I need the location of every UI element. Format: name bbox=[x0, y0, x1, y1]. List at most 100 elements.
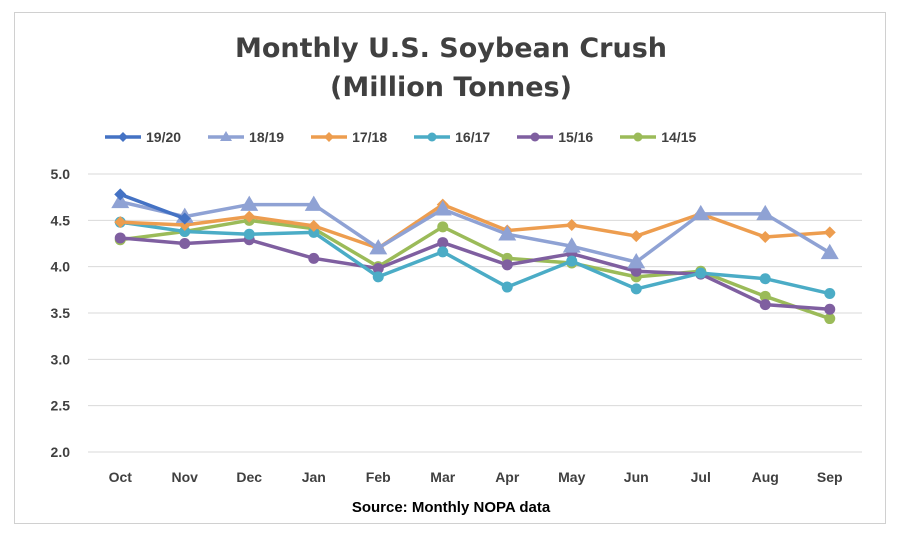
series-line-19-20 bbox=[118, 192, 187, 221]
legend-label: 14/15 bbox=[661, 129, 697, 145]
x-tick-label: Sep bbox=[817, 469, 843, 485]
data-point-14-15 bbox=[824, 313, 836, 325]
x-tick-label: Apr bbox=[495, 469, 520, 485]
x-tick-label: Oct bbox=[109, 469, 133, 485]
data-point-18-19 bbox=[369, 239, 388, 255]
x-tick-label: Nov bbox=[172, 469, 199, 485]
y-tick-label: 5.0 bbox=[51, 166, 71, 182]
series-line-16-17 bbox=[118, 220, 832, 296]
x-tick-label: Dec bbox=[236, 469, 262, 485]
data-point-18-19 bbox=[433, 200, 452, 216]
data-point-18-19 bbox=[820, 243, 839, 260]
y-tick-label: 4.5 bbox=[51, 212, 71, 228]
data-point-15-16 bbox=[179, 238, 191, 249]
chart-legend: 19/20 18/19 17/18 16/17 15/16 14/15 bbox=[104, 126, 722, 148]
x-tick-label: Feb bbox=[366, 469, 391, 485]
legend-marker bbox=[118, 132, 128, 142]
legend-item: 19/20 bbox=[104, 129, 181, 145]
legend-marker bbox=[633, 132, 643, 142]
series-18-19 bbox=[111, 192, 839, 269]
series-line-15-16 bbox=[118, 236, 832, 312]
legend-item: 16/17 bbox=[413, 129, 490, 145]
data-point-17-18 bbox=[630, 230, 643, 243]
data-point-18-19 bbox=[498, 225, 517, 241]
x-tick-label: Jun bbox=[624, 469, 649, 485]
data-point-17-18 bbox=[823, 226, 836, 239]
data-point-16-17 bbox=[372, 271, 384, 283]
data-point-17-18 bbox=[243, 210, 256, 223]
data-point-19-20 bbox=[178, 212, 191, 225]
series-15-16 bbox=[114, 232, 836, 315]
legend-swatch bbox=[311, 132, 348, 142]
data-point-18-19 bbox=[691, 204, 710, 221]
legend-item: 17/18 bbox=[310, 129, 387, 145]
x-tick-label: May bbox=[558, 469, 585, 485]
y-tick-label: 4.0 bbox=[51, 259, 71, 275]
x-tick-label: Aug bbox=[752, 469, 779, 485]
x-tick-label: Mar bbox=[430, 469, 455, 485]
data-point-16-17 bbox=[501, 281, 513, 293]
data-point-14-15 bbox=[437, 221, 449, 233]
x-tick-label: Jul bbox=[691, 469, 711, 485]
data-point-15-16 bbox=[759, 299, 771, 311]
legend-label: 16/17 bbox=[455, 129, 491, 145]
legend-label: 18/19 bbox=[249, 129, 285, 145]
data-point-17-18 bbox=[565, 218, 578, 231]
data-point-15-16 bbox=[372, 263, 384, 275]
data-point-17-18 bbox=[114, 216, 127, 229]
chart-title-line2: (Million Tonnes) bbox=[330, 72, 572, 103]
data-point-18-19 bbox=[756, 204, 775, 221]
y-tick-label: 2.0 bbox=[51, 444, 71, 460]
chart-title-line1: Monthly U.S. Soybean Crush bbox=[234, 33, 668, 64]
legend-item: 14/15 bbox=[619, 129, 696, 145]
data-point-14-15 bbox=[759, 290, 771, 302]
data-point-16-17 bbox=[566, 255, 578, 267]
legend-marker bbox=[220, 131, 233, 141]
legend-swatch bbox=[517, 132, 554, 142]
data-point-16-17 bbox=[243, 228, 255, 240]
series-19-20 bbox=[114, 188, 191, 225]
y-tick-label: 3.5 bbox=[51, 305, 71, 321]
legend-item: 15/16 bbox=[516, 129, 593, 145]
data-point-16-17 bbox=[695, 267, 707, 279]
legend-label: 17/18 bbox=[352, 129, 388, 145]
legend-item: 18/19 bbox=[207, 129, 284, 145]
legend-label: 19/20 bbox=[146, 129, 182, 145]
data-point-18-19 bbox=[240, 195, 259, 211]
data-point-18-19 bbox=[111, 192, 130, 209]
data-point-16-17 bbox=[759, 273, 771, 285]
series-line-17-18 bbox=[118, 202, 832, 250]
x-tick-label: Jan bbox=[302, 469, 326, 485]
legend-swatch bbox=[105, 132, 141, 142]
legend-swatch bbox=[414, 132, 451, 142]
data-point-18-19 bbox=[304, 195, 323, 211]
data-point-15-16 bbox=[824, 303, 836, 315]
data-point-17-18 bbox=[307, 219, 320, 232]
legend-marker bbox=[324, 132, 335, 142]
chart-frame bbox=[14, 12, 886, 524]
data-point-15-16 bbox=[501, 259, 513, 271]
legend-marker bbox=[530, 132, 540, 142]
data-point-17-18 bbox=[759, 231, 772, 244]
y-tick-label: 2.5 bbox=[51, 398, 71, 414]
data-point-16-17 bbox=[824, 288, 836, 300]
data-point-16-17 bbox=[179, 225, 191, 237]
legend-label: 15/16 bbox=[558, 129, 594, 145]
series-line-18-19 bbox=[118, 200, 832, 264]
data-point-15-16 bbox=[630, 265, 642, 277]
legend-marker bbox=[427, 132, 437, 142]
chart-source: Source: Monthly NOPA data bbox=[351, 499, 551, 516]
data-point-16-17 bbox=[308, 226, 320, 238]
legend-swatch bbox=[620, 132, 657, 142]
y-tick-label: 3.0 bbox=[51, 351, 71, 367]
data-point-15-16 bbox=[114, 232, 126, 244]
data-point-18-19 bbox=[562, 237, 581, 253]
data-point-19-20 bbox=[114, 188, 127, 201]
legend-swatch bbox=[208, 131, 245, 141]
data-point-15-16 bbox=[308, 252, 320, 264]
data-point-15-16 bbox=[437, 237, 449, 249]
data-point-16-17 bbox=[630, 283, 642, 295]
data-point-16-17 bbox=[437, 246, 449, 258]
data-point-18-19 bbox=[627, 253, 646, 269]
